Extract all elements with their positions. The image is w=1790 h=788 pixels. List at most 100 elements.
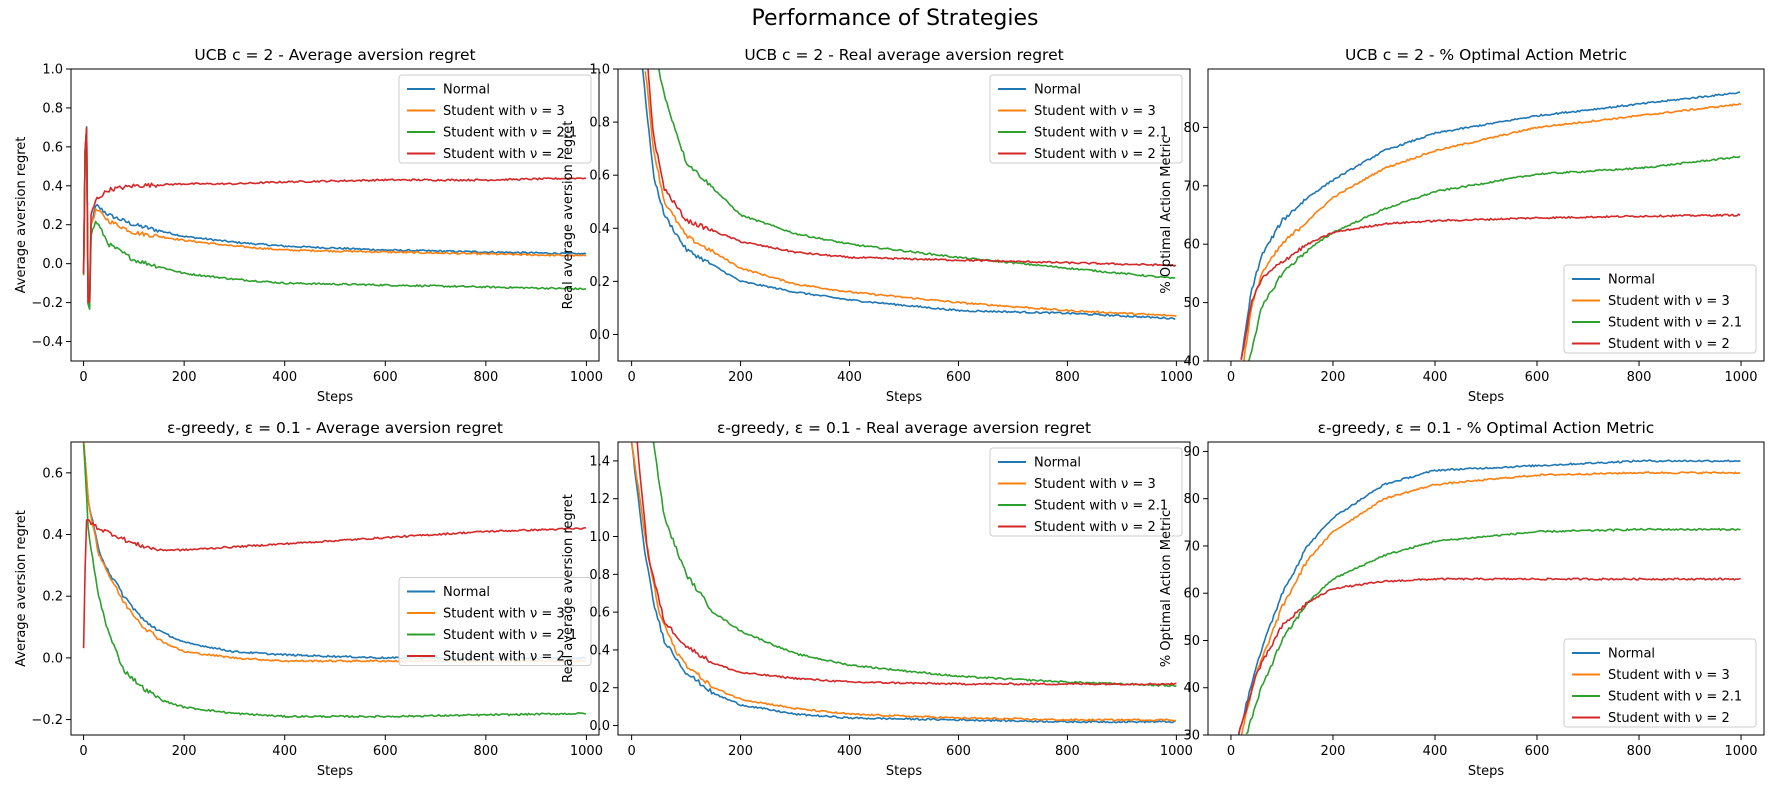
- series-line-1: [1237, 459, 1741, 735]
- legend: Normal Student with ν = 3 Student with ν =…: [1563, 638, 1757, 728]
- x-tick-label: 400: [272, 744, 297, 759]
- x-axis-label: Steps: [317, 764, 354, 779]
- x-tick-label: 600: [946, 370, 971, 385]
- x-tick-label: 200: [728, 370, 753, 385]
- subplot-5: ε-greedy, ε = 0.1 - Real average aversio…: [561, 419, 1193, 779]
- y-tick-label: 1.0: [42, 63, 63, 78]
- legend-label: Student with ν = 2.1: [443, 628, 577, 643]
- series-line-1: [1240, 91, 1741, 360]
- y-tick-label: 40: [1183, 355, 1200, 370]
- x-tick-label: 1000: [570, 744, 603, 759]
- subplot-title: UCB c = 2 - Real average aversion regret: [744, 46, 1063, 64]
- y-tick-label: 60: [1183, 238, 1200, 253]
- x-tick-label: 400: [272, 370, 297, 385]
- legend-box: [398, 74, 592, 164]
- x-tick-label: 0: [1227, 744, 1235, 759]
- legend-label: Student with ν = 2: [1608, 711, 1730, 726]
- legend-label: Student with ν = 3: [1034, 104, 1156, 119]
- y-tick-label: 1.0: [589, 63, 610, 78]
- legend-box: [989, 74, 1183, 164]
- series-line-2: [82, 128, 587, 306]
- x-tick-label: 800: [1627, 744, 1652, 759]
- y-tick-label: 80: [1183, 121, 1200, 136]
- y-tick-label: 1.0: [589, 530, 610, 545]
- legend: Normal Student with ν = 3 Student with ν =…: [989, 74, 1183, 164]
- y-tick-label: 1.4: [589, 454, 610, 469]
- legend-label: Student with ν = 2.1: [1608, 316, 1742, 331]
- x-tick-label: 600: [1525, 744, 1550, 759]
- subplot-3: UCB c = 2 - % Optimal Action Metric 0 200 4…: [1159, 46, 1765, 405]
- legend-label: Student with ν = 2: [1034, 147, 1156, 162]
- x-tick-label: 1000: [570, 370, 603, 385]
- x-tick-label: 400: [837, 370, 862, 385]
- subplot-1: UCB c = 2 - Average aversion regret 0 200 4…: [14, 46, 603, 405]
- legend-box: [1563, 638, 1757, 728]
- y-tick-label: 0.4: [42, 528, 63, 543]
- x-axis-label: Steps: [1468, 764, 1505, 779]
- series-line-3: [82, 128, 587, 310]
- x-axis-label: Steps: [886, 390, 923, 405]
- y-tick-label: 0.8: [589, 568, 610, 583]
- x-tick-label: 800: [1627, 370, 1652, 385]
- y-tick-label: 0.6: [589, 169, 610, 184]
- y-tick-label: 0.0: [589, 719, 610, 734]
- subplot-title: ε-greedy, ε = 0.1 - Real average aversio…: [717, 419, 1091, 437]
- series-line-4: [82, 127, 587, 304]
- x-tick-label: 0: [79, 370, 87, 385]
- legend-label: Student with ν = 3: [443, 607, 565, 622]
- series-line-3: [658, 69, 1176, 280]
- y-tick-label: −0.4: [31, 335, 63, 350]
- legend-label: Normal: [1608, 647, 1655, 662]
- y-tick-label: 30: [1183, 729, 1200, 744]
- y-tick-label: 0.2: [589, 275, 610, 290]
- legend-label: Normal: [1034, 83, 1081, 98]
- legend-label: Student with ν = 2.1: [443, 126, 577, 141]
- series-line-3: [652, 442, 1177, 688]
- y-tick-label: 50: [1183, 634, 1200, 649]
- series-line-4: [1237, 577, 1741, 734]
- series-line-1: [641, 69, 1176, 320]
- y-tick-label: 70: [1183, 539, 1200, 554]
- y-tick-label: 60: [1183, 587, 1200, 602]
- y-tick-label: 0.4: [589, 643, 610, 658]
- axes-frame: [1207, 68, 1765, 362]
- axes-frame: [617, 68, 1191, 362]
- x-tick-label: 800: [473, 370, 498, 385]
- y-tick-label: 0.6: [42, 140, 63, 155]
- x-tick-label: 0: [1227, 370, 1235, 385]
- x-tick-label: 800: [1055, 370, 1080, 385]
- legend-label: Normal: [443, 83, 490, 98]
- x-tick-label: 0: [627, 744, 635, 759]
- legend-label: Normal: [1608, 273, 1655, 288]
- series-group: [1240, 91, 1742, 361]
- axes-frame: [70, 68, 600, 362]
- y-tick-label: 0.2: [589, 681, 610, 696]
- series-line-4: [82, 518, 586, 649]
- series-group: [630, 442, 1177, 724]
- legend: Normal Student with ν = 3 Student with ν =…: [398, 74, 592, 164]
- legend-label: Student with ν = 2: [1608, 337, 1730, 352]
- series-line-2: [1243, 102, 1742, 361]
- y-tick-label: −0.2: [31, 713, 63, 728]
- legend-box: [989, 447, 1183, 537]
- legend-label: Student with ν = 2: [443, 650, 565, 665]
- legend-label: Student with ν = 2.1: [1034, 499, 1168, 514]
- y-tick-label: 1.2: [589, 492, 610, 507]
- y-axis-label: % Optimal Action Metric: [1159, 510, 1174, 667]
- legend-label: Normal: [1034, 456, 1081, 471]
- subplot-6: ε-greedy, ε = 0.1 - % Optimal Action Met…: [1159, 419, 1765, 779]
- subplot-title: ε-greedy, ε = 0.1 - Average aversion reg…: [167, 419, 503, 437]
- x-axis-label: Steps: [886, 764, 923, 779]
- series-line-3: [1245, 527, 1741, 735]
- x-tick-label: 800: [473, 744, 498, 759]
- y-tick-label: 0.4: [42, 179, 63, 194]
- series-line-3: [82, 443, 587, 719]
- subplot-4: ε-greedy, ε = 0.1 - Average aversion reg…: [14, 419, 603, 779]
- legend: Normal Student with ν = 3 Student with ν =…: [989, 447, 1183, 537]
- x-axis-label: Steps: [1468, 390, 1505, 405]
- y-tick-label: 0.0: [42, 651, 63, 666]
- series-line-4: [647, 69, 1177, 267]
- legend-label: Student with ν = 2.1: [1034, 126, 1168, 141]
